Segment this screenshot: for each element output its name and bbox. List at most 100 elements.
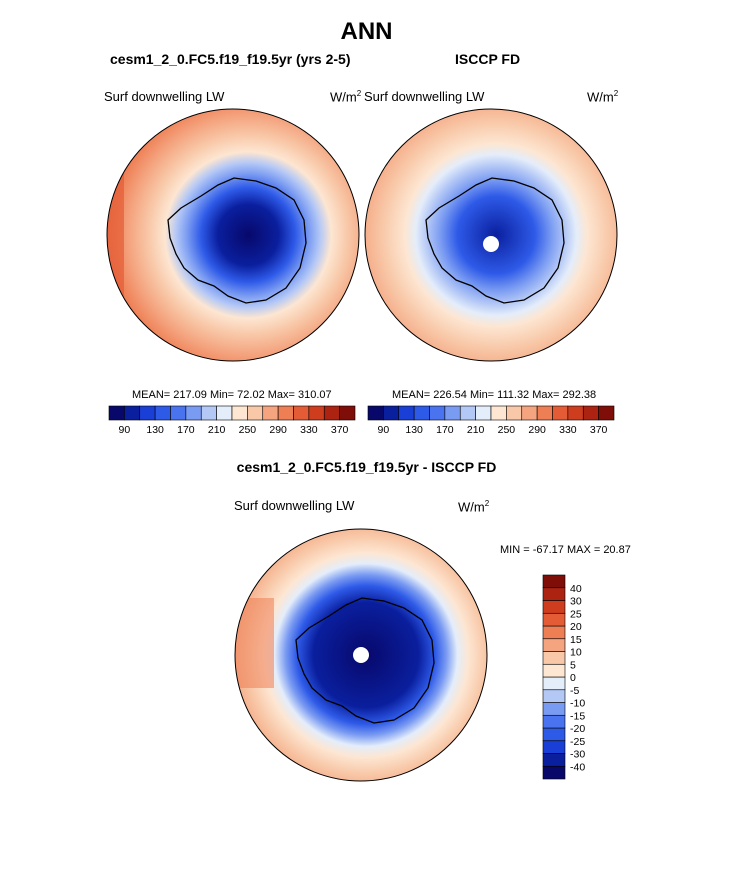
diff-colorbar-tick-label: 10	[570, 647, 582, 659]
panel2-stats: MEAN= 226.54 Min= 111.32 Max= 292.38	[392, 389, 597, 401]
panel2-colorbar-swatch-8	[490, 405, 507, 421]
diff-colorbar-tick-label: -40	[570, 761, 585, 773]
panel2-colorbar-tick-label: 170	[436, 424, 454, 435]
panel1-colorbar-tick-label: 170	[177, 424, 195, 435]
panel1-colorbar-swatch-14	[323, 405, 340, 421]
panel1-colorbar-swatch-8	[231, 405, 248, 421]
diff-polar-map	[234, 528, 488, 782]
panel1-colorbar-tick-label: 210	[208, 424, 226, 435]
panel2-colorbar-swatch-2	[398, 405, 415, 421]
diff-colorbar-tick-label: -10	[570, 698, 585, 710]
panel1-colorbar-swatch-3	[154, 405, 171, 421]
diff-colorbar-swatch-14	[542, 587, 566, 601]
panel2-colorbar-swatch-14	[582, 405, 599, 421]
diff-colorbar-tick-label: 40	[570, 583, 582, 595]
diff-colorbar-swatch-10	[542, 638, 566, 652]
diff-colorbar-swatch-9	[542, 651, 566, 665]
panel1-colorbar-swatch-4	[170, 405, 187, 421]
panel2-colorbar-tick-label: 330	[559, 424, 577, 435]
panel2-colorbar-swatch-10	[521, 405, 538, 421]
diff-colorbar-swatch-0	[542, 765, 566, 780]
panel1-colorbar-swatch-10	[262, 405, 279, 421]
panel2-colorbar-swatch-12	[552, 405, 569, 421]
panel1-variable-label: Surf downwelling LW	[104, 89, 225, 104]
diff-colorbar-tick-label: 15	[570, 634, 582, 646]
diff-colorbar-tick-label: 5	[570, 659, 576, 671]
diff-colorbar-swatch-12	[542, 612, 566, 627]
panel1-colorbar: 90 130 170 210 250 290 330 370	[108, 405, 356, 435]
page-title: ANN	[340, 18, 393, 45]
diff-colorbar-tick-label: 30	[570, 596, 582, 608]
diff-colorbar-swatch-11	[542, 625, 566, 640]
panel2-pole-hole	[483, 236, 499, 252]
panel2-colorbar-swatch-5	[444, 405, 461, 421]
panel1-colorbar-swatch-5	[185, 405, 202, 421]
panel2-colorbar-swatch-11	[536, 405, 553, 421]
panel1-colorbar-swatch-11	[277, 405, 294, 421]
panel1-colorbar-swatch-6	[200, 405, 217, 421]
diff-title: cesm1_2_0.FC5.f19_f19.5yr - ISCCP FD	[236, 459, 497, 475]
diff-colorbar-swatch-4	[542, 714, 566, 729]
panel2-colorbar-swatch-15	[598, 405, 615, 421]
panel2-colorbar-swatch-0	[367, 405, 384, 421]
panel2-colorbar-swatch-6	[459, 405, 476, 421]
diff-colorbar-swatch-2	[542, 740, 566, 754]
panel1-colorbar-tick-label: 90	[119, 424, 131, 435]
panel2-colorbar-swatch-3	[413, 405, 430, 421]
diff-colorbar-swatch-6	[542, 689, 566, 703]
diff-colorbar-tick-label: -25	[570, 736, 585, 748]
panel1-colorbar-swatch-7	[216, 405, 233, 421]
panel1-colorbar-tick-label: 370	[331, 424, 349, 435]
panel1-title: cesm1_2_0.FC5.f19_f19.5yr (yrs 2-5)	[110, 51, 351, 67]
panel1-stats: MEAN= 217.09 Min= 72.02 Max= 310.07	[132, 389, 332, 401]
panel2-colorbar-swatch-4	[429, 405, 446, 421]
panel1-colorbar-swatch-12	[293, 405, 310, 421]
panel1-colorbar-swatch-1	[124, 405, 141, 421]
diff-pole-hole	[353, 647, 369, 663]
panel1-colorbar-tick-label: 330	[300, 424, 318, 435]
diff-colorbar-tick-label: 25	[570, 608, 582, 620]
panel1-colorbar-tick-label: 250	[239, 424, 257, 435]
diff-colorbar-tick-label: -15	[570, 710, 585, 722]
panel2-colorbar-tick-label: 130	[405, 424, 423, 435]
diff-colorbar-swatch-1	[542, 753, 566, 767]
panel1-polar-map	[106, 108, 360, 362]
diff-colorbar-swatch-3	[542, 727, 566, 742]
diff-colorbar-swatch-15	[542, 574, 566, 589]
panel2-units-label: W/m2	[587, 89, 619, 105]
panel2-colorbar-swatch-13	[567, 405, 584, 421]
panel2-colorbar-tick-label: 90	[378, 424, 390, 435]
diff-colorbar-swatch-7	[542, 676, 566, 691]
panel1-colorbar-swatch-9	[247, 405, 264, 421]
diff-colorbar-tick-label: -20	[570, 723, 585, 735]
panel2-variable-label: Surf downwelling LW	[364, 89, 485, 104]
panel1-units-label: W/m2	[330, 89, 362, 105]
panel2-colorbar: 90 130 170 210 250 290 330 370	[367, 405, 615, 435]
panel2-colorbar-tick-label: 290	[528, 424, 546, 435]
diff-colorbar-swatch-5	[542, 702, 566, 716]
diff-colorbar-tick-label: 20	[570, 621, 582, 633]
panel2-colorbar-tick-label: 250	[498, 424, 516, 435]
panel2-antarctica-coastline	[425, 177, 565, 304]
panel2-colorbar-tick-label: 210	[467, 424, 485, 435]
panel2-polar-map	[364, 108, 618, 362]
diff-colorbar-tick-label: -5	[570, 685, 579, 697]
panel2-colorbar-swatch-7	[475, 405, 492, 421]
diff-units-label: W/m2	[458, 499, 490, 515]
panel2-colorbar-swatch-9	[506, 405, 523, 421]
panel2-colorbar-swatch-1	[383, 405, 400, 421]
panel1-antarctica-coastline	[167, 177, 307, 304]
panel1-colorbar-swatch-15	[339, 405, 356, 421]
diff-minmax-label: MIN = -67.17 MAX = 20.87	[500, 544, 631, 556]
diff-colorbar-swatch-13	[542, 600, 566, 614]
panel1-colorbar-tick-label: 290	[269, 424, 287, 435]
diff-colorbar-swatch-8	[542, 663, 566, 678]
panel1-colorbar-swatch-2	[139, 405, 156, 421]
panel1-colorbar-swatch-13	[308, 405, 325, 421]
panel1-colorbar-tick-label: 130	[146, 424, 164, 435]
panel2-title: ISCCP FD	[455, 51, 521, 67]
diff-colorbar-tick-label: 0	[570, 672, 576, 684]
panel2-colorbar-tick-label: 370	[590, 424, 608, 435]
diff-variable-label: Surf downwelling LW	[234, 498, 355, 513]
